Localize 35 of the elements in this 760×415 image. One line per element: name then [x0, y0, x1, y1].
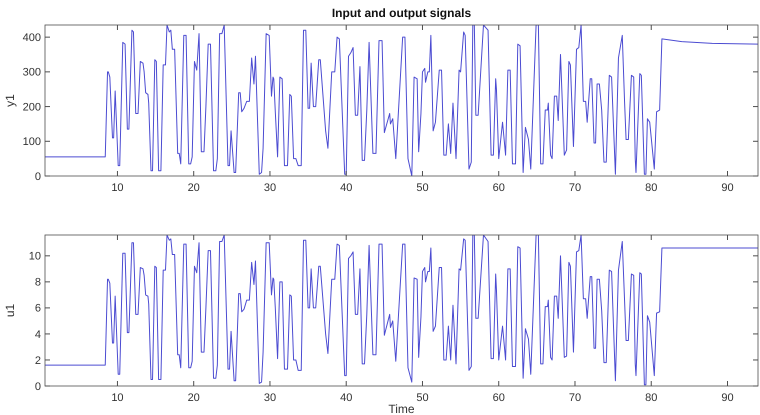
x-tick-label: 80 — [645, 182, 658, 194]
y-tick-label: 200 — [22, 101, 41, 114]
x-tick-label: 50 — [416, 392, 429, 404]
x-tick-label: 20 — [188, 392, 200, 404]
x-tick-label: 30 — [264, 182, 276, 194]
line-series — [45, 25, 758, 176]
y-tick-label: 2 — [34, 354, 41, 367]
x-tick-label: 10 — [111, 392, 124, 404]
y-tick-label: 8 — [34, 276, 41, 289]
x-tick-label: 90 — [721, 182, 734, 194]
x-tick-label: 20 — [188, 182, 200, 194]
line-series — [45, 235, 758, 386]
y-tick-label: 0 — [34, 380, 41, 393]
y-tick-label: 100 — [22, 136, 41, 148]
y-axis-title: y1 — [3, 94, 17, 107]
y-axis-title: u1 — [3, 304, 17, 318]
x-tick-label: 50 — [416, 182, 429, 194]
y-tick-label: 300 — [22, 66, 41, 79]
y-tick-label: 4 — [34, 328, 41, 341]
y-tick-label: 10 — [28, 250, 41, 263]
y-tick-label: 0 — [34, 170, 41, 183]
x-tick-label: 90 — [721, 392, 734, 404]
x-tick-label: 70 — [568, 182, 582, 194]
x-tick-label: 80 — [645, 392, 658, 404]
x-tick-label: 60 — [492, 182, 505, 194]
chart-title: Input and output signals — [332, 6, 472, 20]
x-tick-label: 40 — [340, 182, 352, 194]
x-tick-label: 10 — [111, 182, 124, 194]
x-axis-title: Time — [388, 402, 415, 415]
x-tick-label: 60 — [492, 392, 505, 404]
x-tick-label: 70 — [568, 392, 582, 404]
y-tick-label: 400 — [22, 32, 41, 44]
x-tick-label: 40 — [340, 392, 352, 404]
y-tick-label: 6 — [34, 302, 41, 315]
x-tick-label: 30 — [264, 392, 276, 404]
